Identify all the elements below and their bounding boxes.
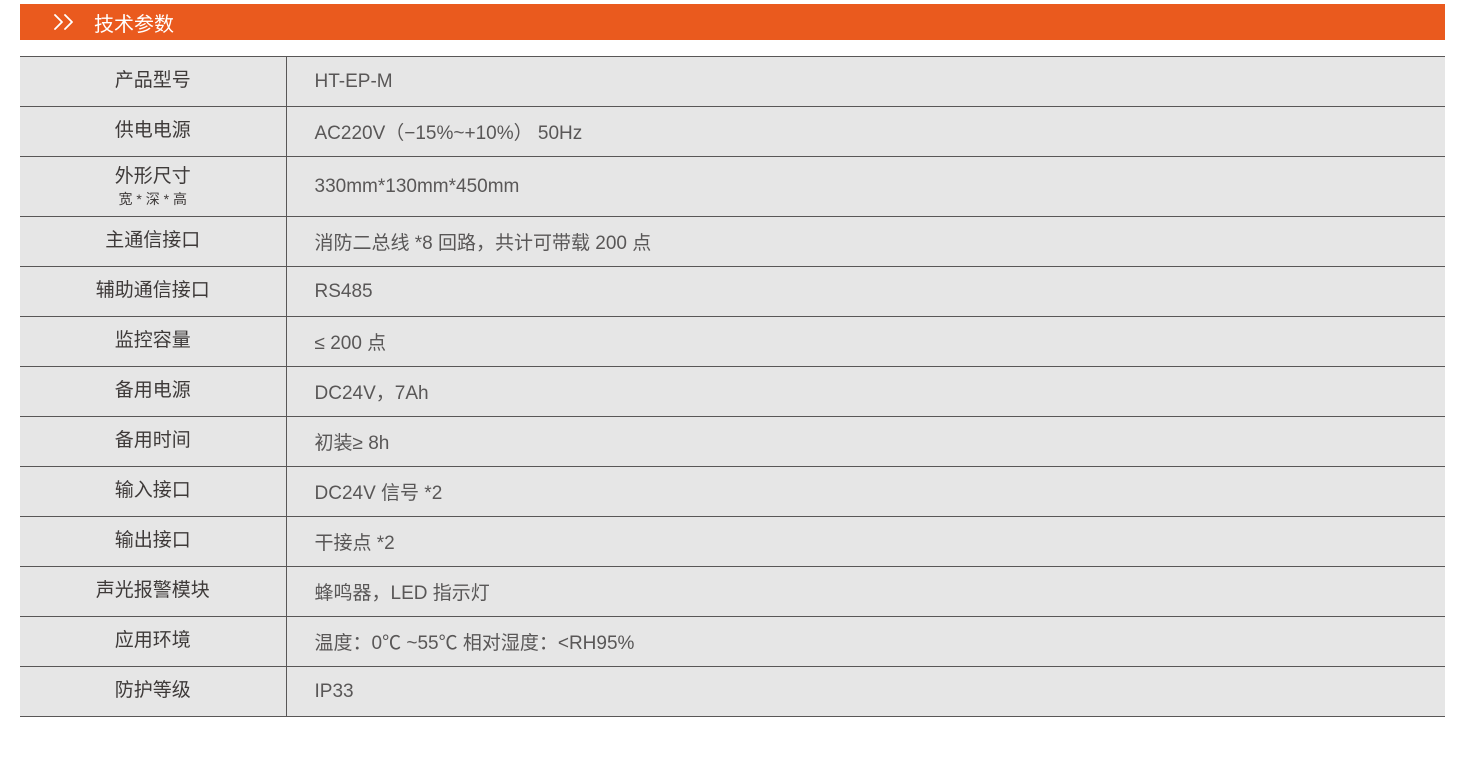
spec-value-cell: 蜂鸣器，LED 指示灯: [286, 567, 1445, 617]
spec-label: 监控容量: [20, 329, 286, 354]
spec-value-cell: 330mm*130mm*450mm: [286, 157, 1445, 217]
spec-label: 防护等级: [20, 679, 286, 704]
spec-label: 应用环境: [20, 629, 286, 654]
spec-label: 声光报警模块: [20, 579, 286, 604]
spec-value-cell: DC24V 信号 *2: [286, 467, 1445, 517]
spec-label-cell: 备用时间: [20, 417, 286, 467]
spec-label: 辅助通信接口: [20, 279, 286, 304]
spec-label-cell: 辅助通信接口: [20, 267, 286, 317]
spec-label-cell: 输入接口: [20, 467, 286, 517]
table-row: 主通信接口消防二总线 *8 回路，共计可带载 200 点: [20, 217, 1445, 267]
spec-label: 产品型号: [20, 69, 286, 94]
table-row: 供电电源AC220V（−15%~+10%） 50Hz: [20, 107, 1445, 157]
spec-value-cell: IP33: [286, 667, 1445, 717]
spec-label: 备用电源: [20, 379, 286, 404]
spec-label-cell: 声光报警模块: [20, 567, 286, 617]
section-title: 技术参数: [94, 8, 174, 37]
spec-value-cell: DC24V，7Ah: [286, 367, 1445, 417]
spec-label-cell: 供电电源: [20, 107, 286, 157]
table-row: 外形尺寸宽 * 深 * 高330mm*130mm*450mm: [20, 157, 1445, 217]
spec-value-cell: 消防二总线 *8 回路，共计可带载 200 点: [286, 217, 1445, 267]
spec-value-cell: 初装≥ 8h: [286, 417, 1445, 467]
spec-label-cell: 防护等级: [20, 667, 286, 717]
spec-label-cell: 应用环境: [20, 617, 286, 667]
spec-value-cell: AC220V（−15%~+10%） 50Hz: [286, 107, 1445, 157]
table-row: 备用时间初装≥ 8h: [20, 417, 1445, 467]
spec-sublabel: 宽 * 深 * 高: [20, 190, 286, 208]
spec-label-cell: 输出接口: [20, 517, 286, 567]
spec-value-cell: RS485: [286, 267, 1445, 317]
table-row: 输入接口DC24V 信号 *2: [20, 467, 1445, 517]
table-row: 产品型号HT-EP-M: [20, 57, 1445, 107]
spec-value-cell: HT-EP-M: [286, 57, 1445, 107]
spec-value-cell: 温度：0℃ ~55℃ 相对湿度：<RH95%: [286, 617, 1445, 667]
table-row: 监控容量≤ 200 点: [20, 317, 1445, 367]
spec-label-cell: 外形尺寸宽 * 深 * 高: [20, 157, 286, 217]
spec-label-cell: 主通信接口: [20, 217, 286, 267]
table-row: 辅助通信接口RS485: [20, 267, 1445, 317]
spec-label: 输入接口: [20, 479, 286, 504]
section-header: 技术参数: [20, 4, 1445, 40]
spec-label-cell: 产品型号: [20, 57, 286, 107]
spec-label: 供电电源: [20, 119, 286, 144]
spec-label-cell: 监控容量: [20, 317, 286, 367]
spec-label-cell: 备用电源: [20, 367, 286, 417]
table-row: 备用电源DC24V，7Ah: [20, 367, 1445, 417]
table-row: 防护等级IP33: [20, 667, 1445, 717]
spec-value-cell: ≤ 200 点: [286, 317, 1445, 367]
table-row: 应用环境温度：0℃ ~55℃ 相对湿度：<RH95%: [20, 617, 1445, 667]
table-row: 声光报警模块蜂鸣器，LED 指示灯: [20, 567, 1445, 617]
spec-label: 输出接口: [20, 529, 286, 554]
spec-label: 备用时间: [20, 429, 286, 454]
spec-label: 主通信接口: [20, 229, 286, 254]
double-chevron-right-icon: [54, 14, 80, 30]
spec-table: 产品型号HT-EP-M供电电源AC220V（−15%~+10%） 50Hz外形尺…: [20, 56, 1445, 717]
spec-value-cell: 干接点 *2: [286, 517, 1445, 567]
table-row: 输出接口干接点 *2: [20, 517, 1445, 567]
spec-label: 外形尺寸: [20, 165, 286, 190]
